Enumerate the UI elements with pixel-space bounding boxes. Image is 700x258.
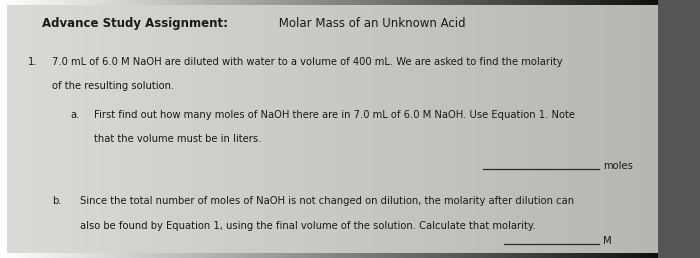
Text: Molar Mass of an Unknown Acid: Molar Mass of an Unknown Acid bbox=[275, 17, 466, 30]
Text: also be found by Equation 1, using the final volume of the solution. Calculate t: also be found by Equation 1, using the f… bbox=[80, 221, 536, 231]
Text: 1.: 1. bbox=[28, 57, 38, 67]
FancyBboxPatch shape bbox=[7, 5, 658, 253]
Text: that the volume must be in liters.: that the volume must be in liters. bbox=[94, 134, 262, 144]
Text: Since the total number of moles of NaOH is not changed on dilution, the molarity: Since the total number of moles of NaOH … bbox=[80, 196, 575, 206]
Text: moles: moles bbox=[603, 161, 634, 171]
Text: a.: a. bbox=[70, 110, 79, 120]
Text: b.: b. bbox=[52, 196, 62, 206]
FancyBboxPatch shape bbox=[658, 0, 700, 258]
Text: of the resulting solution.: of the resulting solution. bbox=[52, 81, 175, 91]
Text: M: M bbox=[603, 236, 612, 246]
Text: 7.0 mL of 6.0 M NaOH are diluted with water to a volume of 400 mL. We are asked : 7.0 mL of 6.0 M NaOH are diluted with wa… bbox=[52, 57, 563, 67]
Text: Advance Study Assignment:: Advance Study Assignment: bbox=[42, 17, 228, 30]
Text: First find out how many moles of NaOH there are in 7.0 mL of 6.0 M NaOH. Use Equ: First find out how many moles of NaOH th… bbox=[94, 110, 575, 120]
